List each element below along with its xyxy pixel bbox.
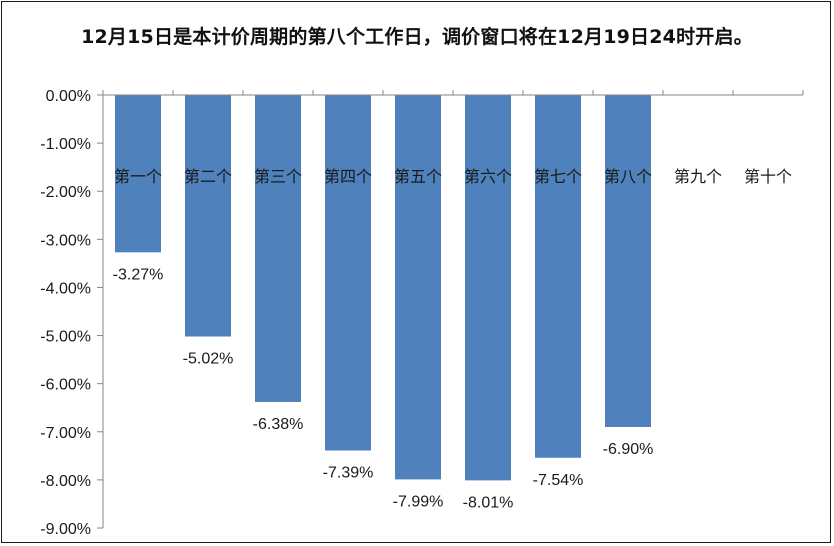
y-tick-label: -1.00% — [40, 136, 91, 153]
category-label: 第九个 — [674, 167, 722, 186]
bar-8 — [605, 95, 651, 427]
category-label: 第一个 — [114, 167, 162, 186]
data-label: -8.01% — [463, 494, 514, 511]
bar-6 — [465, 95, 511, 481]
data-label: -7.99% — [393, 493, 444, 510]
category-label: 第五个 — [394, 167, 442, 186]
data-label: -6.90% — [603, 441, 654, 458]
y-tick-label: -5.00% — [40, 329, 91, 346]
y-tick-label: -8.00% — [40, 473, 91, 490]
data-label: -6.38% — [253, 416, 304, 433]
data-label: -3.27% — [113, 266, 164, 283]
category-label: 第七个 — [534, 167, 582, 186]
y-tick-label: -9.00% — [40, 521, 91, 538]
bar-7 — [535, 95, 581, 458]
y-tick-label: -2.00% — [40, 184, 91, 201]
y-tick-label: -6.00% — [40, 377, 91, 394]
y-tick-label: 0.00% — [46, 88, 91, 105]
bar-1 — [115, 95, 161, 253]
y-tick-label: -7.00% — [40, 425, 91, 442]
category-label: 第十个 — [744, 167, 792, 186]
data-label: -7.39% — [323, 465, 374, 482]
data-label: -5.02% — [183, 351, 234, 368]
y-tick-label: -3.00% — [40, 232, 91, 249]
data-label: -7.54% — [533, 472, 584, 489]
category-label: 第四个 — [324, 167, 372, 186]
bar-2 — [185, 95, 231, 337]
category-label: 第二个 — [184, 167, 232, 186]
category-label: 第六个 — [464, 167, 512, 186]
chart-title: 12月15日是本计价周期的第八个工作日，调价窗口将在12月19日24时开启。 — [81, 26, 753, 48]
category-label: 第八个 — [604, 167, 652, 186]
category-label: 第三个 — [254, 167, 302, 186]
bar-5 — [395, 95, 441, 480]
bar-3 — [255, 95, 301, 402]
bar-4 — [325, 95, 371, 451]
y-tick-label: -4.00% — [40, 280, 91, 297]
